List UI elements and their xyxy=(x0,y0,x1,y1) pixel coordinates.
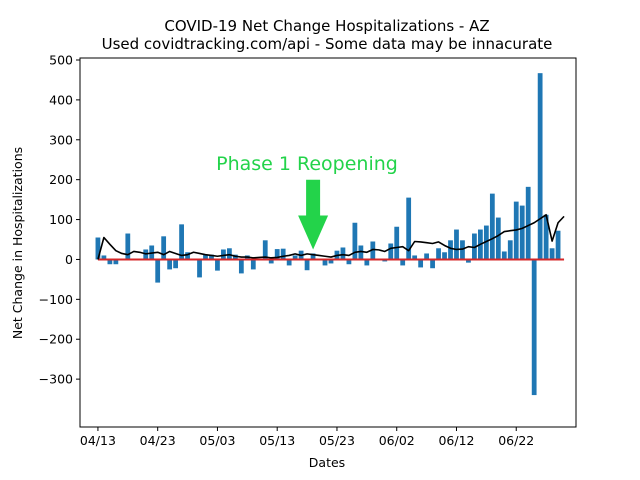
bar-2020-06-07 xyxy=(424,253,429,260)
bar-2020-05-22 xyxy=(328,259,334,264)
bar-2020-04-13 xyxy=(95,237,101,260)
bar-2020-05-07 xyxy=(238,259,244,274)
y-tick-label-200: 200 xyxy=(49,172,73,187)
bar-2020-04-30 xyxy=(197,259,202,278)
bar-2020-06-23 xyxy=(519,205,525,260)
bar-2020-05-29 xyxy=(370,241,376,260)
bar-2020-06-13 xyxy=(460,240,465,260)
y-tick-label-500: 500 xyxy=(49,52,73,67)
bar-2020-05-01 xyxy=(203,254,208,260)
x-tick-label-05/23: 05/23 xyxy=(319,433,355,448)
bar-2020-05-04 xyxy=(221,249,226,260)
bar-2020-05-19 xyxy=(310,253,316,260)
bar-2020-04-18 xyxy=(125,233,131,260)
bar-2020-06-25 xyxy=(531,259,537,396)
x-tick-label-04/23: 04/23 xyxy=(140,433,176,448)
bar-2020-06-26 xyxy=(537,73,543,260)
bar-2020-04-14 xyxy=(101,255,107,260)
x-tick-label-06/12: 06/12 xyxy=(438,433,474,448)
bar-2020-04-28 xyxy=(185,252,190,260)
bar-2020-06-03 xyxy=(400,259,406,266)
y-tick-label-400: 400 xyxy=(49,92,73,107)
bar-2020-05-03 xyxy=(215,259,220,271)
x-tick-label-06/22: 06/22 xyxy=(498,433,534,448)
bar-2020-05-16 xyxy=(292,255,298,260)
bar-2020-06-19 xyxy=(495,217,501,260)
x-tick-label-06/02: 06/02 xyxy=(379,433,415,448)
bar-2020-04-15 xyxy=(107,259,113,265)
bar-2020-05-11 xyxy=(262,240,268,260)
bar-2020-05-05 xyxy=(227,248,232,260)
bar-2020-06-08 xyxy=(430,259,435,269)
bar-2020-06-20 xyxy=(501,251,507,260)
plot-frame xyxy=(79,57,577,428)
bar-2020-06-18 xyxy=(489,193,495,260)
bar-2020-06-29 xyxy=(555,230,561,260)
y-tick-label-300: 300 xyxy=(49,132,73,147)
bar-2020-06-10 xyxy=(442,252,447,260)
bar-2020-04-16 xyxy=(113,259,119,265)
bar-2020-04-25 xyxy=(167,259,173,270)
bar-2020-06-12 xyxy=(454,229,459,260)
x-axis-label: Dates xyxy=(309,455,345,470)
bar-2020-06-14 xyxy=(466,259,471,263)
y-tick-label--100: −100 xyxy=(39,292,73,307)
bar-2020-06-28 xyxy=(549,248,555,260)
bar-2020-05-28 xyxy=(364,259,370,266)
phase-1-arrow xyxy=(298,179,329,250)
bar-2020-05-13 xyxy=(274,249,280,260)
bar-2020-05-09 xyxy=(250,259,256,270)
bar-2020-05-15 xyxy=(286,259,292,266)
bar-2020-05-27 xyxy=(358,245,364,260)
bar-2020-06-05 xyxy=(412,255,418,260)
annotation-layer xyxy=(298,179,329,250)
bar-2020-04-26 xyxy=(173,259,178,269)
x-tick-label-05/13: 05/13 xyxy=(259,433,295,448)
y-tick-label--200: −200 xyxy=(39,332,73,347)
bar-2020-06-17 xyxy=(483,225,489,260)
bar-2020-05-18 xyxy=(304,259,310,271)
axes-layer: −300 −200 −100 0 100 200 300 400 500 04/13 04/23 05… xyxy=(39,52,577,448)
bar-2020-05-02 xyxy=(209,254,214,260)
chart-title: COVID-19 Net Change Hospitalizations - A… xyxy=(164,17,489,35)
bar-2020-06-27 xyxy=(543,214,549,260)
bar-2020-05-26 xyxy=(352,222,358,260)
y-tick-label-100: 100 xyxy=(49,212,73,227)
y-tick-label--300: −300 xyxy=(39,372,73,387)
bar-2020-05-24 xyxy=(340,247,346,260)
bar-2020-06-11 xyxy=(448,240,453,260)
bar-2020-04-27 xyxy=(179,224,184,260)
y-tick-label-0: 0 xyxy=(65,252,73,267)
bar-2020-05-14 xyxy=(280,248,286,260)
bar-2020-06-02 xyxy=(394,226,400,260)
bar-2020-06-06 xyxy=(418,259,424,268)
x-tick-label-05/03: 05/03 xyxy=(199,433,235,448)
bar-2020-04-24 xyxy=(161,236,167,260)
bars-layer xyxy=(95,73,567,396)
phase-1-annotation-text: Phase 1 Reopening xyxy=(216,153,398,175)
bar-2020-05-21 xyxy=(322,259,328,266)
x-tick-label-04/13: 04/13 xyxy=(80,433,116,448)
bar-2020-06-24 xyxy=(525,186,531,260)
bar-2020-05-12 xyxy=(268,259,274,264)
bar-2020-06-04 xyxy=(406,197,412,260)
chart-subtitle: Used covidtracking.com/api - Some data m… xyxy=(102,35,553,53)
bar-2020-06-01 xyxy=(388,243,394,260)
bar-2020-05-25 xyxy=(346,259,352,265)
bar-2020-06-15 xyxy=(472,233,477,260)
bar-2020-06-21 xyxy=(507,240,513,260)
lines-layer xyxy=(97,213,565,261)
bar-2020-04-23 xyxy=(155,259,161,283)
bar-2020-06-09 xyxy=(436,248,441,260)
trend-line xyxy=(97,213,565,260)
y-axis-label: Net Change in Hospitalizations xyxy=(10,147,25,339)
